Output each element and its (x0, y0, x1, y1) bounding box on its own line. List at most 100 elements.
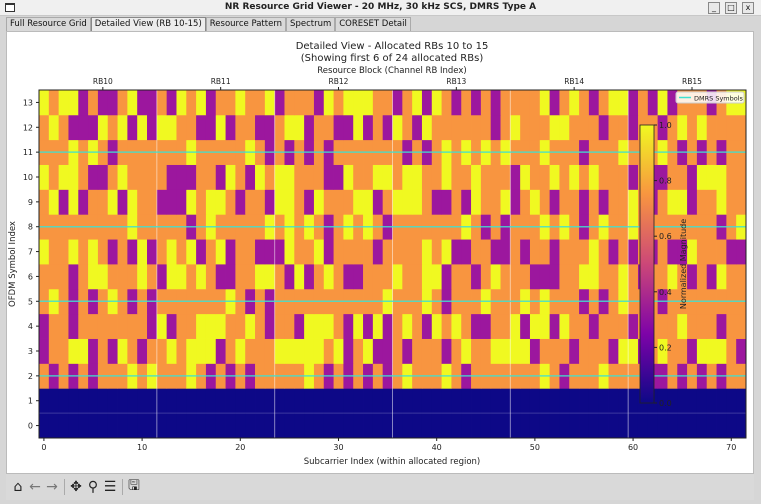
heatmap-cell (323, 413, 334, 439)
y-tick-label: 0 (28, 422, 33, 431)
close-button[interactable]: x (742, 2, 754, 14)
tab-detailed-view[interactable]: Detailed View (RB 10-15) (90, 17, 206, 32)
heatmap-cell (313, 413, 325, 439)
heatmap-cell (441, 338, 452, 364)
heatmap-cell (569, 164, 580, 190)
heatmap-cell (657, 114, 668, 141)
y-tick-label: 5 (28, 297, 33, 306)
heatmap-cell (304, 338, 315, 364)
heatmap-cell (618, 313, 629, 339)
heatmap-cell (323, 90, 334, 116)
heatmap-cell (137, 338, 148, 364)
heatmap-cell (421, 239, 433, 265)
heatmap-cell (628, 338, 639, 364)
heatmap-cell (58, 90, 69, 116)
top-tick-label: RB15 (682, 77, 702, 86)
heatmap-cell (176, 338, 187, 364)
heatmap-cell (58, 239, 69, 265)
heatmap-cell (215, 189, 226, 215)
heatmap-cell (382, 114, 393, 141)
heatmap-cell (618, 114, 629, 141)
tab-resource-pattern[interactable]: Resource Pattern (205, 17, 287, 32)
heatmap-cell (451, 90, 462, 116)
heatmap-cell (687, 164, 698, 190)
heatmap-cell (608, 413, 619, 439)
maximize-button[interactable]: □ (725, 2, 737, 14)
heatmap-cell (127, 388, 138, 414)
configure-icon[interactable]: ☰ (103, 479, 117, 495)
heatmap-cell (667, 338, 678, 364)
heatmap-cell (363, 114, 374, 141)
heatmap-cell (588, 189, 600, 215)
heatmap-cell (48, 313, 60, 339)
heatmap-cell (215, 114, 226, 141)
heatmap-cell (628, 264, 639, 290)
heatmap-cell (569, 114, 580, 141)
heatmap-cell (333, 388, 344, 414)
heatmap-cell (716, 338, 727, 364)
heatmap-cell (245, 189, 256, 215)
heatmap-cell (176, 164, 187, 190)
heatmap-cell (402, 239, 413, 265)
heatmap-cell (117, 189, 128, 215)
heatmap-cell (196, 338, 207, 364)
heatmap-cell (58, 164, 69, 190)
minimize-button[interactable]: _ (708, 2, 720, 14)
heatmap-cell (677, 164, 688, 190)
heatmap-cell (215, 264, 226, 290)
heatmap-cell (421, 264, 433, 290)
heatmap-cell (726, 189, 737, 215)
heatmap-cell (382, 313, 393, 339)
heatmap-cell (451, 164, 462, 190)
heatmap-cell (657, 189, 668, 215)
heatmap-cell (274, 338, 285, 364)
colorbar-tick-label: 0.8 (659, 177, 672, 186)
heatmap-cell (156, 90, 168, 116)
heatmap-cell (225, 338, 236, 364)
home-icon[interactable]: ⌂ (13, 479, 23, 495)
tab-full-resource-grid[interactable]: Full Resource Grid (6, 17, 91, 32)
pan-icon[interactable]: ✥ (70, 479, 82, 495)
heatmap-cell (608, 264, 619, 290)
heatmap-cell (471, 114, 482, 141)
save-icon[interactable]: 🖫 (128, 478, 140, 494)
heatmap-cell (441, 239, 452, 265)
heatmap-cell (147, 90, 158, 116)
heatmap-cell (78, 164, 89, 190)
heatmap-cell (127, 313, 138, 339)
heatmap-cell (706, 413, 717, 439)
heatmap-cell (480, 264, 492, 290)
heatmap-cell (97, 264, 109, 290)
heatmap-cell (520, 164, 531, 190)
heatmap-cell (274, 90, 285, 116)
heatmap-cell (696, 114, 708, 141)
tab-coreset-detail[interactable]: CORESET Detail (335, 17, 411, 32)
y-tick-label: 12 (23, 123, 33, 132)
heatmap-cell (304, 90, 315, 116)
heatmap-cell (333, 189, 344, 215)
tab-spectrum[interactable]: Spectrum (286, 17, 336, 32)
heatmap-cell (255, 90, 266, 116)
heatmap-cell (166, 90, 177, 116)
heatmap-cell (255, 264, 266, 290)
heatmap-cell (677, 189, 688, 215)
heatmap-cell (588, 239, 600, 265)
heatmap-cell (421, 164, 433, 190)
heatmap-cell (97, 164, 109, 190)
y-tick-label: 7 (28, 248, 33, 257)
heatmap-cell (588, 413, 600, 439)
heatmap-cell (441, 413, 452, 439)
heatmap-cell (579, 114, 590, 141)
heatmap-cell (579, 338, 590, 364)
heatmap-cell (529, 264, 541, 290)
heatmap-cell (677, 239, 688, 265)
heatmap-cell (480, 114, 492, 141)
heatmap-cell (196, 313, 207, 339)
heatmap-cell (137, 164, 148, 190)
forward-icon[interactable]: → (46, 479, 58, 495)
heatmap-cell (274, 413, 285, 439)
heatmap-cell (196, 413, 207, 439)
back-icon[interactable]: ← (29, 479, 41, 495)
zoom-icon[interactable]: ⚲ (87, 479, 99, 495)
heatmap-cell (264, 114, 276, 141)
